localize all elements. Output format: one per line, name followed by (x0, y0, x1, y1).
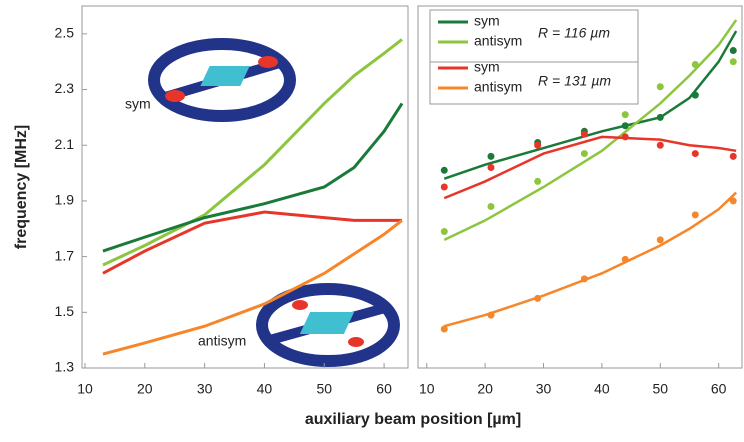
point (621, 255, 629, 263)
annotation: antisym (198, 333, 246, 349)
x-tick-label: 50 (316, 381, 332, 397)
point (487, 202, 495, 210)
point (440, 325, 448, 333)
x-tick-label: 60 (711, 381, 727, 397)
x-tick-label: 20 (477, 381, 493, 397)
point (487, 311, 495, 319)
point (691, 91, 699, 99)
legend-label: sym (474, 13, 500, 29)
point (656, 141, 664, 149)
right-frame (417, 5, 743, 369)
point (580, 275, 588, 283)
point (691, 211, 699, 219)
inset-sym (148, 38, 296, 122)
curve (443, 19, 738, 242)
point (487, 164, 495, 172)
y-tick-label: 2.5 (55, 25, 75, 41)
annotation: R = 131 µm (538, 73, 611, 89)
legend-label: sym (474, 59, 500, 75)
annotation: R = 116 µm (538, 25, 610, 41)
x-tick-label: 60 (376, 381, 392, 397)
point (656, 83, 664, 91)
curve (443, 191, 738, 328)
x-axis-title: auxiliary beam position [µm] (305, 411, 521, 428)
point (580, 150, 588, 158)
point (621, 133, 629, 141)
x-tick-label: 20 (137, 381, 153, 397)
y-tick-label: 2.1 (55, 136, 75, 152)
point (691, 60, 699, 68)
curve (102, 38, 403, 267)
point (440, 228, 448, 236)
legend-frame (429, 9, 639, 105)
inset-antisym (256, 283, 400, 367)
point (656, 236, 664, 244)
point (621, 111, 629, 119)
x-tick-label: 30 (536, 381, 552, 397)
legend-label: antisym (474, 33, 522, 49)
x-tick-label: 40 (257, 381, 273, 397)
point (534, 177, 542, 185)
point (691, 150, 699, 158)
point (621, 122, 629, 130)
x-tick-label: 10 (77, 381, 93, 397)
y-tick-label: 2.3 (55, 80, 75, 96)
point (729, 152, 737, 160)
point (534, 294, 542, 302)
annotation: sym (125, 96, 151, 112)
curve (102, 210, 403, 275)
curve (443, 30, 738, 180)
point (440, 166, 448, 174)
y-tick-label: 1.3 (55, 359, 75, 375)
x-tick-label: 30 (197, 381, 213, 397)
point (580, 130, 588, 138)
point (729, 58, 737, 66)
x-tick-label: 10 (419, 381, 435, 397)
left-frame (81, 5, 409, 369)
curve (102, 102, 404, 253)
point (729, 197, 737, 205)
point (487, 152, 495, 160)
point (656, 113, 664, 121)
curve (102, 219, 403, 356)
point (729, 47, 737, 55)
point (440, 183, 448, 191)
x-tick-label: 50 (652, 381, 668, 397)
y-tick-label: 1.9 (55, 192, 75, 208)
y-tick-label: 1.7 (55, 247, 75, 263)
x-tick-label: 40 (594, 381, 610, 397)
legend-label: antisym (474, 79, 522, 95)
y-axis-title: frequency [MHz] (13, 125, 30, 249)
curve (443, 135, 737, 200)
point (534, 141, 542, 149)
y-tick-label: 1.5 (55, 303, 75, 319)
